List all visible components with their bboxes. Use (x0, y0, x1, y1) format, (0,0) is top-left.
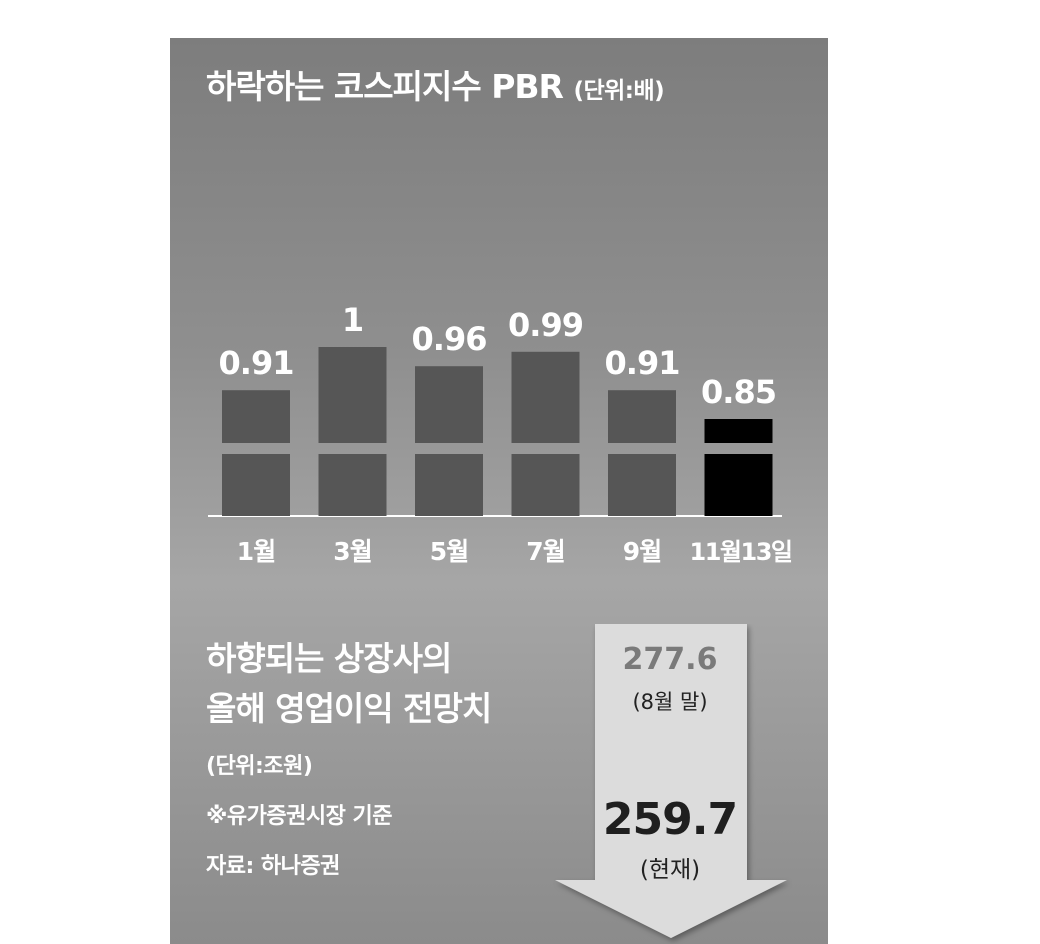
bar-value-label: 0.99 (508, 306, 583, 344)
chart-title-text: 하락하는 코스피지수 PBR (206, 67, 564, 106)
x-tick-label: 1월 (237, 537, 275, 566)
before-label: (8월 말) (632, 690, 708, 714)
forecast-note: ※유가증권시장 기준 (206, 804, 392, 829)
bar-value-label: 0.91 (219, 344, 294, 382)
infographic-panel: 하락하는 코스피지수 PBR (단위:배) 0.91 1월 1 3월 0.96 5월 0.9… (170, 38, 828, 944)
bar-base-segment (511, 454, 580, 516)
bar-value-label: 1 (342, 301, 363, 339)
forecast-title-line1: 하향되는 상장사의 (206, 639, 452, 678)
bar-value-label: 0.96 (412, 320, 487, 358)
pbr-bar-chart: 0.91 1월 1 3월 0.96 5월 0.99 7월 0.91 9월 0.85 11월13일 (208, 301, 793, 566)
bar-value-label: 0.85 (701, 373, 776, 411)
bar-base-segment (318, 454, 387, 516)
before-value: 277.6 (622, 642, 718, 677)
forecast-title-line2: 올해 영업이익 전망치 (206, 689, 492, 728)
x-tick-label: 11월13일 (690, 538, 792, 566)
bar (222, 390, 290, 443)
forecast-unit: (단위:조원) (206, 754, 313, 779)
x-tick-label: 7월 (526, 537, 564, 566)
chart-title: 하락하는 코스피지수 PBR (단위:배) (206, 60, 665, 108)
bar (608, 390, 676, 443)
x-tick-label: 9월 (623, 537, 661, 566)
chart-unit: (단위:배) (573, 78, 665, 104)
bar-base-segment (222, 454, 290, 516)
bar-value-label: 0.91 (605, 344, 680, 382)
bar (704, 419, 773, 443)
bar-base-segment (608, 454, 676, 516)
x-tick-label: 5월 (430, 537, 468, 566)
source-label: 자료: 하나증권 (206, 854, 340, 879)
bar-base-segment (704, 454, 773, 516)
bar (511, 351, 580, 443)
current-label: (현재) (639, 857, 701, 883)
bar-base-segment (415, 454, 483, 516)
bar (318, 347, 387, 443)
current-value: 259.7 (602, 794, 738, 845)
x-tick-label: 3월 (333, 537, 371, 566)
bar (415, 366, 483, 443)
down-arrow-shape (555, 624, 787, 938)
down-arrow-icon (555, 624, 787, 938)
